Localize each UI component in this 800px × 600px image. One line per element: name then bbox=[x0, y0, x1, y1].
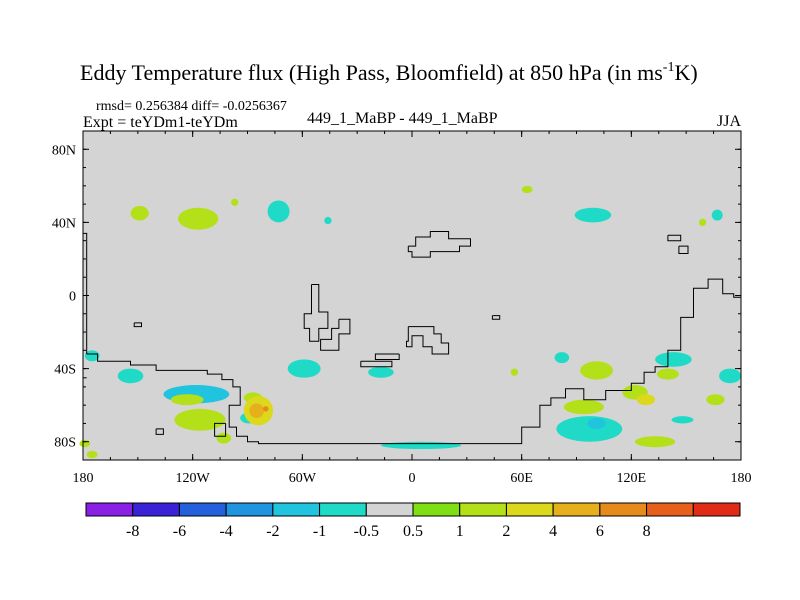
contour-line bbox=[360, 360, 393, 368]
colorbar-label: 1 bbox=[456, 523, 464, 540]
map-background bbox=[83, 131, 741, 460]
anomaly-patch bbox=[84, 350, 100, 362]
colorbar-swatch bbox=[646, 502, 694, 517]
x-tick-label: 180 bbox=[73, 471, 94, 486]
colorbar-swatch bbox=[132, 502, 180, 517]
anomaly-patch bbox=[711, 209, 723, 221]
anomaly-patch bbox=[554, 352, 570, 364]
x-tick-label: 60E bbox=[510, 471, 533, 486]
anomaly-patch bbox=[510, 368, 519, 376]
anomaly-patch bbox=[636, 394, 656, 406]
x-tick-label: 120E bbox=[617, 471, 647, 486]
stats-line: rmsd= 0.256384 diff= -0.0256367 bbox=[96, 99, 287, 114]
colorbar-swatch bbox=[225, 502, 274, 517]
colorbar-swatch bbox=[599, 502, 648, 517]
colorbar-label: 4 bbox=[549, 523, 557, 540]
anomaly-patch bbox=[249, 403, 264, 418]
y-tick-label: 80S bbox=[54, 436, 76, 451]
anomaly-patch bbox=[79, 439, 91, 448]
x-tick-label: 0 bbox=[409, 471, 416, 486]
contour-line bbox=[491, 315, 501, 320]
contour-line bbox=[83, 232, 88, 354]
anomaly-patch bbox=[216, 432, 232, 444]
anomaly-patch bbox=[563, 399, 604, 415]
anomaly-patch bbox=[117, 368, 144, 384]
anomaly-patch bbox=[634, 436, 676, 448]
colorbar-label: -1 bbox=[313, 523, 326, 540]
anomaly-patch bbox=[556, 416, 623, 442]
colorbar-label: -4 bbox=[219, 523, 232, 540]
anomaly-patch bbox=[521, 185, 533, 194]
contour-line bbox=[667, 234, 682, 242]
colorbar-label: 2 bbox=[502, 523, 510, 540]
colorbar-swatch bbox=[178, 502, 227, 517]
colorbar-label: 0.5 bbox=[403, 523, 423, 540]
anomaly-patch bbox=[655, 352, 692, 367]
contour-line bbox=[678, 245, 689, 254]
contour-line bbox=[374, 353, 400, 360]
anomaly-patch bbox=[671, 416, 694, 424]
colorbar-label: 8 bbox=[643, 523, 651, 540]
map-plot-area bbox=[79, 130, 742, 461]
colorbar-label: -2 bbox=[266, 523, 279, 540]
colorbar-swatch bbox=[505, 502, 554, 517]
contour-line bbox=[407, 231, 471, 258]
anomaly-patch bbox=[174, 408, 226, 431]
colorbar-swatch bbox=[692, 502, 741, 517]
contour-line bbox=[133, 322, 142, 328]
anomaly-patch bbox=[574, 207, 612, 223]
anomaly-patch bbox=[231, 198, 239, 206]
chart-title: Eddy Temperature flux (High Pass, Bloomf… bbox=[80, 60, 698, 85]
colorbar-swatch bbox=[272, 502, 321, 517]
anomaly-patch bbox=[380, 441, 462, 450]
colorbar-label: -8 bbox=[126, 523, 139, 540]
anomaly-patch bbox=[178, 207, 219, 230]
contour-line bbox=[155, 428, 164, 435]
anomaly-patch bbox=[86, 450, 98, 459]
anomaly-patch bbox=[368, 366, 394, 378]
colorbar-swatch bbox=[459, 502, 507, 517]
anomaly-patch bbox=[580, 361, 614, 380]
colorbar-swatch bbox=[552, 502, 601, 517]
contour-line bbox=[303, 284, 329, 342]
colorbar-label: -6 bbox=[173, 523, 186, 540]
center-label: 449_1_MaBP - 449_1_MaBP bbox=[307, 110, 498, 127]
y-tick-label: 80N bbox=[52, 143, 76, 158]
x-tick-label: 180 bbox=[731, 471, 752, 486]
colorbar-swatch bbox=[85, 502, 134, 517]
contour-line bbox=[406, 326, 450, 355]
chart-title-superscript: -1 bbox=[663, 60, 675, 75]
colorbar-swatch bbox=[319, 502, 367, 517]
x-tick-label: 60W bbox=[289, 471, 317, 486]
y-tick-label: 0 bbox=[69, 290, 76, 305]
expt-label: Expt = teYDm1-teYDm bbox=[83, 114, 238, 131]
x-tick-label: 120W bbox=[176, 471, 211, 486]
season-label: JJA bbox=[717, 113, 741, 130]
anomaly-patch bbox=[706, 394, 725, 406]
anomaly-patch bbox=[656, 368, 679, 380]
colorbar-swatch bbox=[412, 502, 461, 517]
contour-line bbox=[214, 422, 227, 437]
anomaly-patch bbox=[267, 200, 290, 223]
colorbar-label: -0.5 bbox=[354, 523, 379, 540]
anomaly-patch bbox=[698, 218, 707, 227]
anomaly-patch bbox=[719, 368, 741, 384]
y-tick-label: 40N bbox=[52, 216, 76, 231]
anomaly-patch bbox=[130, 205, 149, 221]
anomaly-patch bbox=[287, 359, 321, 378]
anomaly-patch bbox=[324, 216, 332, 225]
contour-line bbox=[86, 278, 741, 445]
anomaly-patch bbox=[587, 417, 606, 429]
chart-title-end: K) bbox=[674, 60, 697, 85]
colorbar-swatch bbox=[365, 502, 414, 517]
contour-line bbox=[320, 318, 351, 351]
y-tick-label: 40S bbox=[54, 363, 76, 378]
anomaly-patch bbox=[263, 406, 269, 412]
colorbar-label: 6 bbox=[596, 523, 604, 540]
colorbar: -8 -6 -4 -2 -1 -0.5 0.5 1 2 4 6 8 bbox=[85, 502, 741, 540]
anomaly-patch bbox=[170, 394, 204, 406]
